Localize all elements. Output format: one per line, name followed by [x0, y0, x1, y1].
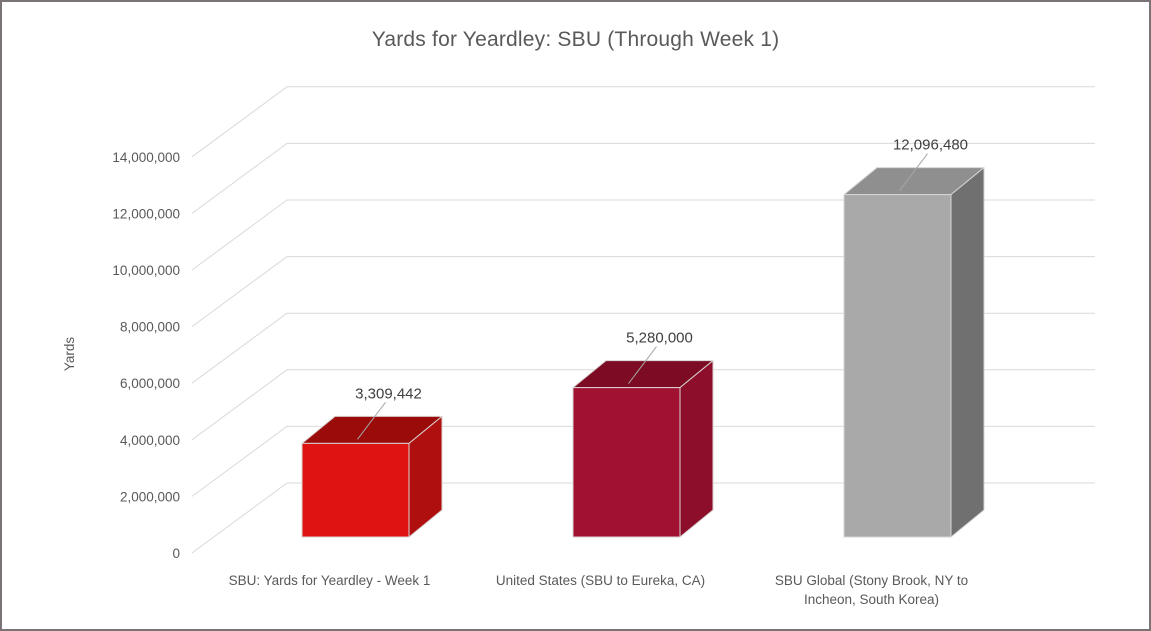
- bar-side-face: [950, 167, 985, 538]
- bar-front-face: [301, 442, 410, 538]
- gridline: [191, 142, 1095, 214]
- data-label-leader-line: [899, 153, 928, 191]
- y-axis-title: Yards: [62, 337, 77, 372]
- data-label: 3,309,442: [355, 385, 422, 402]
- gridline: [191, 312, 1095, 384]
- gridline: [191, 256, 1095, 328]
- y-tick-label: 10,000,000: [112, 263, 180, 278]
- gridline: [191, 482, 1095, 554]
- bar-side-face: [679, 360, 714, 538]
- gridline: [191, 199, 1095, 271]
- bar-front-face: [572, 387, 681, 538]
- y-tick-label: 12,000,000: [112, 206, 180, 221]
- data-label-leader-line: [357, 402, 386, 440]
- y-tick-label: 0: [172, 546, 180, 561]
- category-label: United States (SBU to Eureka, CA): [496, 573, 705, 588]
- data-label: 12,096,480: [893, 137, 968, 154]
- data-label-leader-line: [628, 346, 657, 384]
- gridline: [191, 425, 1095, 497]
- y-tick-label: 4,000,000: [120, 433, 180, 448]
- y-tick-label: 6,000,000: [120, 376, 180, 391]
- category-label: SBU: Yards for Yeardley - Week 1: [229, 573, 431, 588]
- y-tick-label: 14,000,000: [112, 150, 180, 165]
- gridline: [191, 369, 1095, 441]
- data-label: 5,280,000: [626, 330, 693, 347]
- y-tick-label: 2,000,000: [120, 489, 180, 504]
- y-tick-label: 8,000,000: [120, 320, 180, 335]
- chart-title: Yards for Yeardley: SBU (Through Week 1): [371, 28, 780, 51]
- gridline: [191, 86, 1095, 158]
- category-label: SBU Global (Stony Brook, NY to Incheon, S…: [775, 573, 968, 607]
- bar-front-face: [843, 194, 952, 538]
